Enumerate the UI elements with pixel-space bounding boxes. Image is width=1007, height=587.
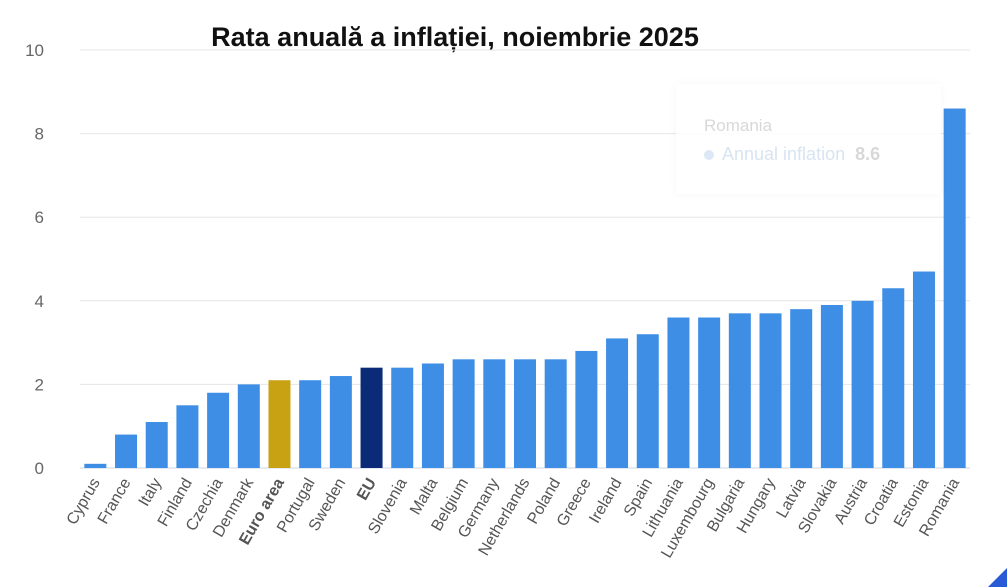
bar[interactable]: [329, 376, 352, 468]
y-tick-label: 10: [25, 41, 44, 60]
bar[interactable]: [483, 359, 506, 468]
bar[interactable]: [84, 463, 107, 468]
bar[interactable]: [176, 405, 199, 468]
bar[interactable]: [943, 108, 966, 469]
tooltip-category: Romania: [704, 116, 773, 135]
bar[interactable]: [912, 271, 935, 468]
tooltip-row: Annual inflation 8.6: [704, 144, 880, 165]
x-tick-label: EU: [354, 476, 380, 504]
bar[interactable]: [514, 359, 536, 468]
y-tick-label: 6: [35, 208, 44, 227]
bar[interactable]: [421, 363, 444, 469]
tooltip: Romania Annual inflation 8.6: [676, 84, 941, 194]
bar[interactable]: [299, 380, 322, 468]
bar[interactable]: [667, 317, 690, 468]
chart-title: Rata anuală a inflației, noiembrie 2025: [211, 22, 699, 52]
bar[interactable]: [391, 367, 414, 468]
bar[interactable]: [268, 380, 291, 468]
y-tick-label: 0: [35, 459, 44, 478]
bar[interactable]: [207, 392, 230, 468]
bar[interactable]: [790, 309, 813, 468]
bar[interactable]: [452, 359, 475, 468]
y-tick-label: 2: [35, 375, 44, 394]
x-tick-label: Italy: [136, 476, 165, 510]
bar[interactable]: [544, 359, 567, 468]
corner-decoration: [988, 568, 1007, 587]
bar[interactable]: [698, 317, 721, 468]
series-dot-icon: [704, 150, 714, 160]
y-tick-label: 4: [35, 292, 44, 311]
tooltip-series: Annual inflation: [722, 144, 846, 164]
tooltip-value: 8.6: [855, 144, 881, 164]
bar[interactable]: [728, 313, 751, 468]
bar[interactable]: [636, 334, 659, 468]
bar[interactable]: [759, 313, 782, 468]
bar[interactable]: [237, 384, 260, 468]
bar[interactable]: [820, 304, 843, 468]
bar[interactable]: [145, 422, 168, 468]
bar[interactable]: [115, 434, 138, 468]
y-tick-label: 8: [35, 125, 44, 144]
bar[interactable]: [851, 300, 874, 468]
bar[interactable]: [606, 338, 629, 468]
bar[interactable]: [882, 288, 905, 468]
bar[interactable]: [575, 350, 598, 468]
bar[interactable]: [360, 367, 383, 468]
